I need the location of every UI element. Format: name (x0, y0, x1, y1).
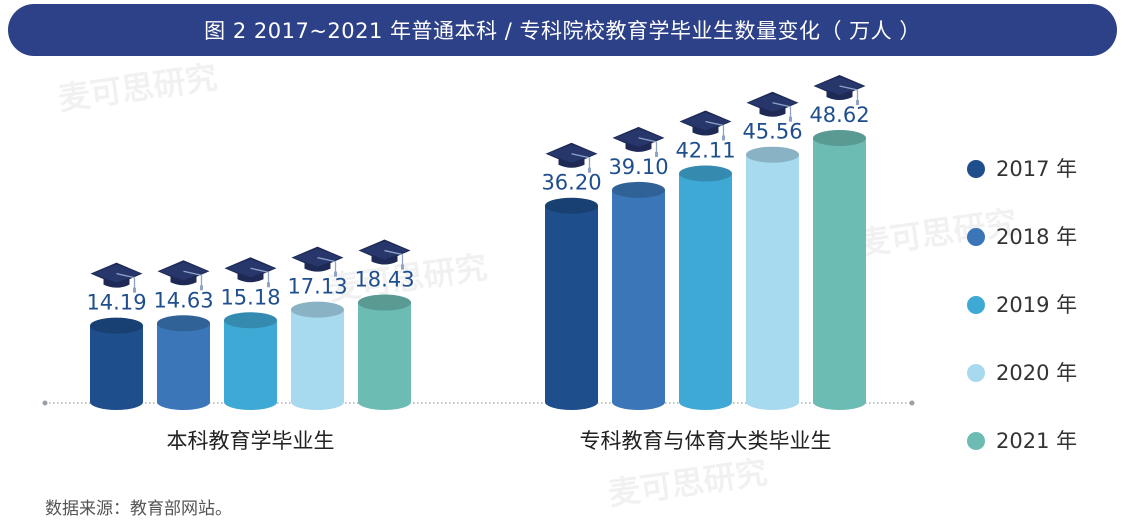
graduation-cap-icon (358, 239, 411, 270)
bar-2-group-2 (612, 181, 665, 410)
legend-item: 2019 年 (967, 293, 1077, 317)
data-label: 18.43 (354, 268, 414, 292)
bar-4-group-1 (291, 301, 344, 410)
graduation-cap-icon (545, 142, 598, 173)
baseline-end-dot (909, 400, 915, 406)
graduation-cap-icon (612, 126, 665, 157)
chart-title-bar: 图 2 2017~2021 年普通本科 / 专科院校教育学毕业生数量变化（ 万人… (8, 4, 1117, 56)
legend-label: 2017 年 (996, 157, 1077, 181)
legend-item: 2017 年 (967, 157, 1077, 181)
legend-label: 2020 年 (996, 361, 1077, 385)
graduation-cap-icon (291, 246, 344, 277)
bar-1-group-1 (90, 317, 143, 410)
legend-swatch (967, 160, 985, 178)
bar-3-group-1 (224, 312, 277, 410)
data-label: 15.18 (220, 285, 280, 309)
data-label: 14.19 (86, 291, 146, 315)
bar-5-group-2 (813, 130, 866, 410)
data-source-note: 数据来源：教育部网站。 (45, 499, 232, 519)
graduation-cap-icon (157, 260, 210, 291)
graduation-cap-icon (813, 75, 866, 106)
watermark-text: 麦可思研究 (856, 203, 1020, 263)
graduation-cap-icon (679, 110, 732, 141)
legend-item: 2021 年 (967, 429, 1077, 453)
legend-swatch (967, 296, 985, 314)
data-label: 14.63 (153, 288, 213, 312)
graduation-cap-icon (746, 91, 799, 122)
legend-swatch (967, 432, 985, 450)
data-label: 48.62 (809, 103, 869, 127)
legend-label: 2021 年 (996, 429, 1077, 453)
legend-label: 2018 年 (996, 225, 1077, 249)
legend-item: 2020 年 (967, 361, 1077, 385)
graduation-cap-icon (90, 262, 143, 293)
legend-label: 2019 年 (996, 293, 1077, 317)
category-label: 专科教育与体育大类毕业生 (580, 429, 832, 453)
data-label: 45.56 (742, 120, 802, 144)
watermark-text: 麦可思研究 (56, 58, 220, 118)
bar-3-group-2 (679, 165, 732, 410)
legend-item: 2018 年 (967, 225, 1077, 249)
bar-5-group-1 (358, 294, 411, 410)
watermark-text: 麦可思研究 (606, 453, 770, 513)
bar-1-group-2 (545, 197, 598, 410)
data-label: 36.20 (541, 171, 601, 195)
baseline-end-dot (42, 400, 48, 406)
graduation-cap-icon (224, 257, 277, 288)
bar-2-group-1 (157, 315, 210, 410)
data-label: 17.13 (287, 275, 347, 299)
data-label: 42.11 (675, 139, 735, 163)
legend-swatch (967, 364, 985, 382)
chart-title: 图 2 2017~2021 年普通本科 / 专科院校教育学毕业生数量变化（ 万人… (204, 19, 921, 43)
category-label: 本科教育学毕业生 (167, 429, 335, 453)
bar-4-group-2 (746, 146, 799, 410)
data-label: 39.10 (608, 155, 668, 179)
legend-swatch (967, 228, 985, 246)
